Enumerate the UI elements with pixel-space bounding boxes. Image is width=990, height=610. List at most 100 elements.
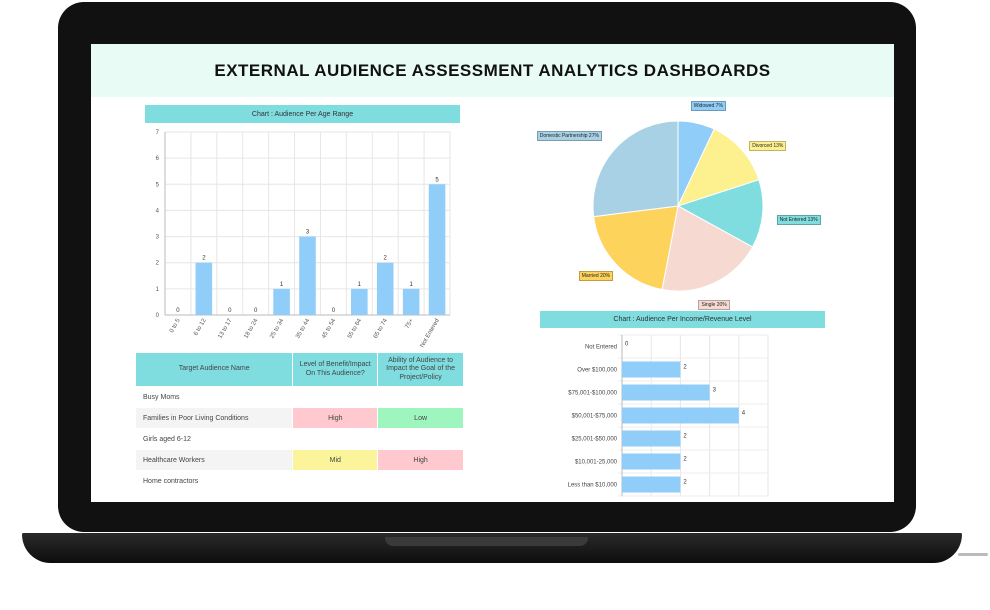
ability-level-cell <box>377 386 464 408</box>
dashboard-screen: EXTERNAL AUDIENCE ASSESSMENT ANALYTICS D… <box>91 44 894 502</box>
x-tick-label: 6 to 12 <box>193 317 208 336</box>
bar <box>376 262 394 315</box>
pie-slice-label: Single 20% <box>698 299 730 310</box>
pie-slice <box>677 128 760 207</box>
bar <box>622 407 739 424</box>
audience-table: Target Audience Name Level of Benefit/Im… <box>134 352 464 492</box>
table-row: Healthcare Workers Mid High <box>134 449 464 471</box>
laptop-notch <box>385 537 588 546</box>
data-label: 5 <box>435 177 439 183</box>
pie-slice-label: Widowed 7% <box>690 101 726 112</box>
bar <box>622 361 681 378</box>
pie-slice-label: Domestic Partnership 27% <box>536 131 602 142</box>
x-tick-label: 0 to 5 <box>169 317 182 334</box>
y-category-label: $50,001-$75,000 <box>572 414 618 420</box>
bar <box>622 476 681 493</box>
audience-name-cell: Families in Poor Living Conditions <box>134 407 294 429</box>
data-label: 0 <box>254 308 258 314</box>
ability-level-cell <box>377 470 464 492</box>
audience-name-cell: Girls aged 6-12 <box>134 428 294 450</box>
x-tick-label: 55 to 64 <box>347 317 363 339</box>
ability-level-cell: Low <box>377 407 464 429</box>
x-tick-label: 65 to 74 <box>373 317 389 339</box>
audience-name-cell: Healthcare Workers <box>134 449 294 471</box>
table-header-row: Target Audience Name Level of Benefit/Im… <box>134 352 464 387</box>
data-label: 1 <box>358 282 362 288</box>
y-tick-label: 0 <box>156 313 160 319</box>
col-audience-name: Target Audience Name <box>134 352 294 387</box>
audience-table-body: Busy Moms Families in Poor Living Conditi… <box>134 386 464 492</box>
bar <box>622 430 681 447</box>
benefit-level-cell: High <box>292 407 379 429</box>
y-category-label: Less than $10,000 <box>568 483 618 489</box>
laptop-cable <box>958 553 988 556</box>
data-label: 0 <box>625 342 629 348</box>
audience-name-cell: Home contractors <box>134 470 294 492</box>
data-label: 2 <box>683 480 687 486</box>
bar <box>402 288 420 315</box>
benefit-level-cell: Mid <box>292 449 379 471</box>
data-label: 2 <box>683 365 687 371</box>
data-label: 2 <box>683 434 687 440</box>
pie-slice <box>592 120 679 218</box>
y-category-label: $25,001-$50,000 <box>572 437 618 443</box>
title-bar: EXTERNAL AUDIENCE ASSESSMENT ANALYTICS D… <box>91 44 894 97</box>
ability-level-cell <box>377 428 464 450</box>
age-bar-chart: 0 1 2 3 4 5 6 7 0 0 to 5 2 6 to 12 0 13 to 17 0 18 to 2… <box>156 130 451 349</box>
y-category-label: $10,001-25,000 <box>575 460 618 466</box>
table-row: Girls aged 6-12 <box>134 428 464 450</box>
col-benefit: Level of Benefit/Impact On This Audience… <box>292 352 379 387</box>
bar <box>622 453 681 470</box>
y-tick-label: 2 <box>156 261 160 267</box>
data-label: 3 <box>306 230 310 236</box>
marital-pie-chart <box>592 120 764 292</box>
x-tick-label: Not Entered <box>420 318 441 349</box>
dashboard-title: EXTERNAL AUDIENCE ASSESSMENT ANALYTICS D… <box>214 60 771 80</box>
data-label: 1 <box>409 282 413 288</box>
data-label: 1 <box>280 282 284 288</box>
data-label: 4 <box>742 411 746 417</box>
bar <box>273 288 290 315</box>
x-tick-label: 18 to 24 <box>243 317 259 339</box>
y-category-label: $75,001-$100,000 <box>568 391 617 397</box>
bar <box>195 262 213 315</box>
benefit-level-cell <box>292 428 379 450</box>
pie-slice-label: Divorced 13% <box>749 141 787 152</box>
income-bar-chart: Not Entered 0 Over $100,000 2 $75,001-$100,0… <box>568 334 769 497</box>
age-chart-header: Chart : Audience Per Age Range <box>145 105 460 123</box>
x-tick-label: 45 to 54 <box>321 317 337 339</box>
data-label: 0 <box>332 308 336 314</box>
bar <box>622 384 710 401</box>
pie-slice-label: Married 20% <box>578 271 614 282</box>
data-label: 0 <box>228 308 232 314</box>
y-tick-label: 3 <box>156 235 160 241</box>
data-label: 3 <box>713 388 717 394</box>
table-row: Home contractors <box>134 470 464 492</box>
pie-slice <box>593 205 679 291</box>
bar <box>351 288 368 315</box>
y-category-label: Not Entered <box>585 345 617 351</box>
table-row: Families in Poor Living Conditions High Lo… <box>134 407 464 429</box>
y-tick-label: 6 <box>156 156 160 162</box>
x-tick-label: 13 to 17 <box>217 317 233 339</box>
y-tick-label: 1 <box>156 287 160 293</box>
y-tick-label: 7 <box>156 130 160 136</box>
pie-slice-label: Not Entered 13% <box>776 214 821 225</box>
data-label: 2 <box>683 457 687 463</box>
ability-level-cell: High <box>377 449 464 471</box>
pie-slice <box>676 179 764 248</box>
pie-slice <box>661 205 754 292</box>
y-tick-label: 5 <box>156 182 160 188</box>
y-category-label: Over $100,000 <box>577 368 617 374</box>
audience-name-cell: Busy Moms <box>134 386 294 408</box>
benefit-level-cell <box>292 470 379 492</box>
bar <box>299 236 316 315</box>
data-label: 2 <box>202 256 206 262</box>
x-tick-label: 25 to 34 <box>269 317 285 339</box>
table-row: Busy Moms <box>134 386 464 408</box>
bar <box>428 184 446 315</box>
income-chart-header: Chart : Audience Per Income/Revenue Leve… <box>540 311 825 328</box>
benefit-level-cell <box>292 386 379 408</box>
y-tick-label: 4 <box>156 208 160 214</box>
